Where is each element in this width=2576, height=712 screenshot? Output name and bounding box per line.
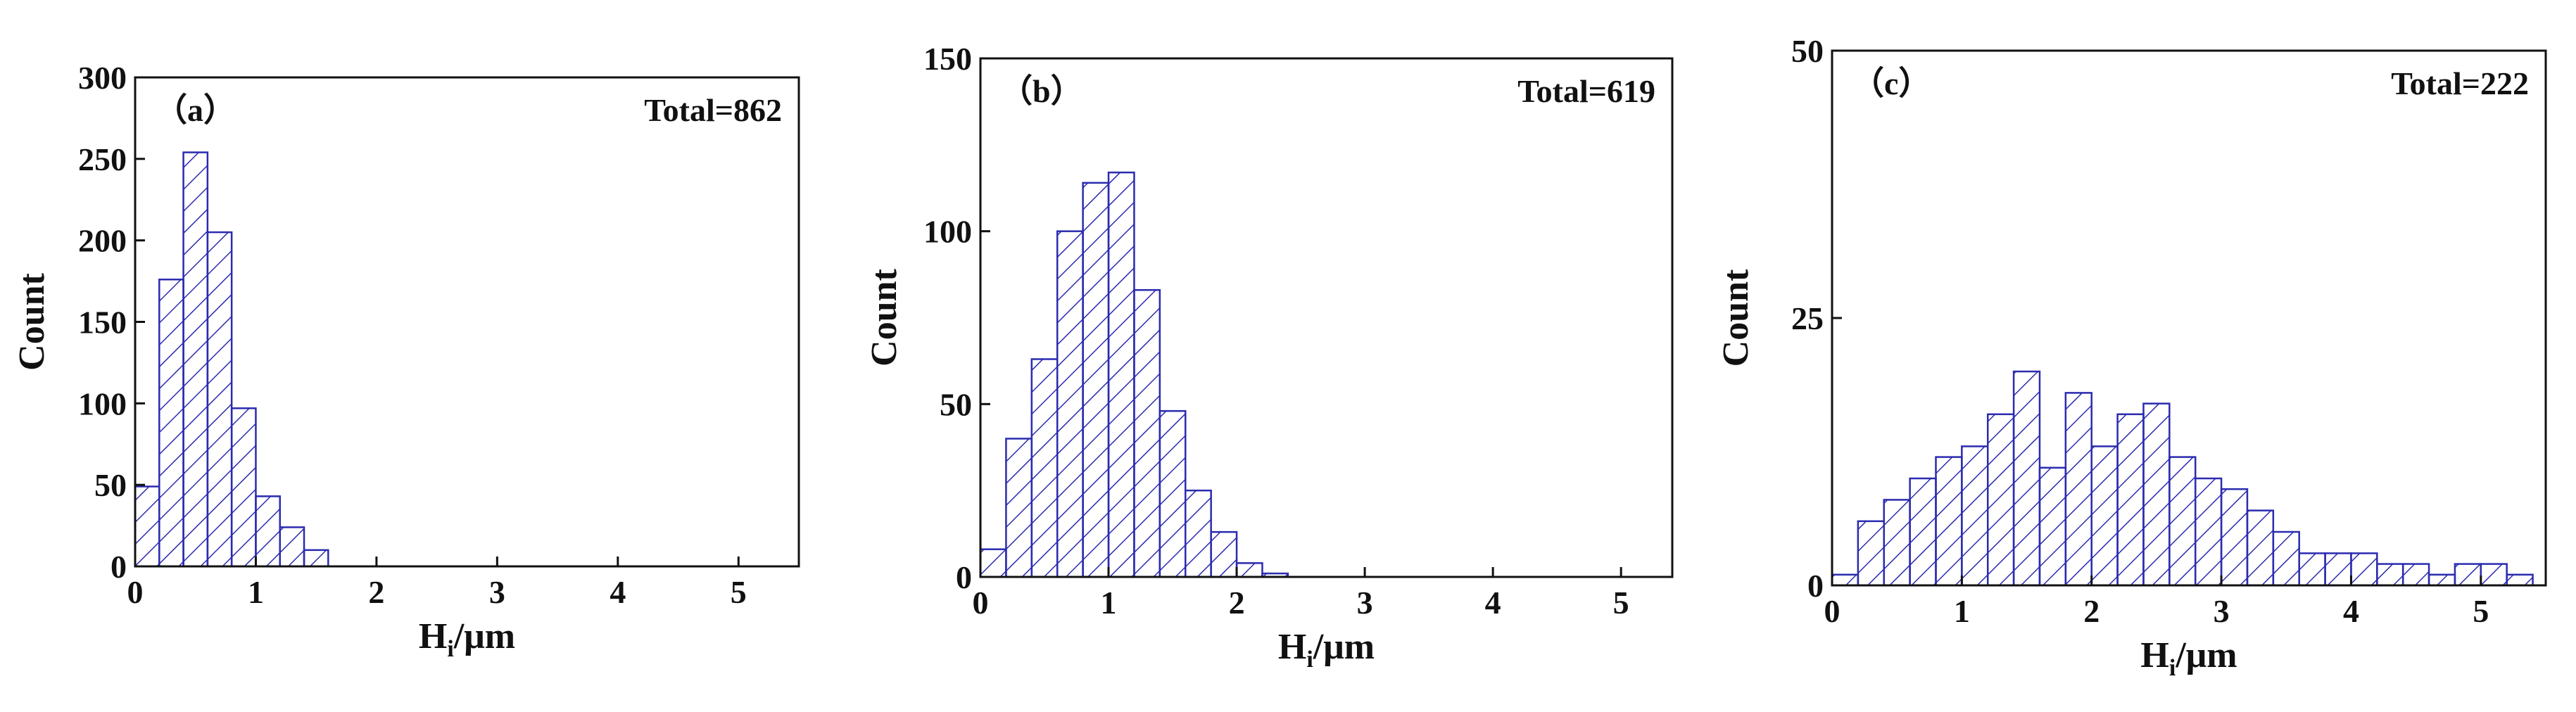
y-tick-label: 250 [78, 141, 127, 177]
histogram-bar [279, 526, 305, 568]
histogram-bar [1961, 445, 1989, 587]
histogram-bar [1831, 573, 1860, 587]
x-tick-label: 2 [1229, 585, 1245, 621]
histogram-bar [1056, 230, 1084, 578]
x-tick-label: 0 [973, 585, 989, 621]
y-axis-label: Count [864, 268, 904, 366]
histogram-bar [979, 548, 1007, 578]
histogram-bar [2142, 402, 2171, 587]
histogram-bar [1185, 489, 1212, 578]
panel-label: （a） [155, 92, 236, 128]
x-tick-label: 1 [1101, 585, 1117, 621]
y-tick-label: 50 [94, 467, 127, 503]
histogram-bar [2350, 552, 2378, 587]
y-tick-label: 0 [1807, 568, 1824, 604]
histogram-bar [2090, 445, 2119, 587]
y-tick-label: 0 [111, 549, 127, 585]
x-tick-label: 2 [2083, 593, 2100, 629]
histogram-bar [2116, 413, 2145, 587]
y-tick-label: 300 [78, 60, 127, 96]
total-annotation: Total=619 [1517, 73, 1655, 109]
y-tick-label: 50 [1791, 33, 1824, 69]
histogram-bar [1210, 530, 1238, 578]
x-tick-label: 2 [368, 574, 384, 610]
x-tick-label: 4 [2343, 593, 2359, 629]
histogram-bar [2506, 573, 2534, 587]
bars [979, 171, 1289, 578]
histogram-bar [2220, 488, 2249, 587]
y-tick-label: 100 [78, 386, 127, 421]
total-annotation: Total=862 [644, 92, 782, 128]
x-tick-label: 1 [248, 574, 264, 610]
total-annotation: Total=222 [2391, 65, 2529, 101]
histogram-bar [1107, 171, 1135, 578]
histogram-bar [206, 231, 233, 568]
y-tick-label: 150 [923, 41, 972, 77]
histogram-bar [1005, 438, 1033, 578]
y-tick-label: 200 [78, 223, 127, 259]
y-axis-label: Count [12, 272, 52, 370]
histogram-bar [255, 495, 281, 568]
histogram-bar [2401, 563, 2430, 587]
histogram-bar [1909, 477, 1937, 587]
bars [134, 151, 329, 568]
y-axis-label: Count [1716, 269, 1756, 367]
x-axis-label: Hi/μm [2140, 635, 2237, 681]
histogram-bar [2324, 552, 2352, 587]
x-tick-label: 4 [610, 574, 626, 610]
y-tick-label: 25 [1791, 300, 1824, 336]
x-tick-label: 1 [1954, 593, 1970, 629]
histogram-bar [2298, 552, 2326, 587]
histogram-bar [134, 485, 160, 568]
y-tick-label: 0 [956, 559, 972, 595]
histogram-bar [1986, 413, 2015, 587]
x-axis-label: Hi/μm [1278, 627, 1375, 673]
x-axis-label: Hi/μm [419, 616, 515, 662]
y-tick-label: 100 [923, 214, 972, 250]
histogram-bar [303, 549, 329, 568]
histogram-bar [2038, 466, 2067, 587]
histogram-bar [1158, 409, 1187, 578]
y-tick-label: 150 [78, 305, 127, 341]
histogram-bar [2012, 370, 2041, 587]
panel-label: （b） [1000, 73, 1083, 109]
histogram-bar [1235, 562, 1263, 578]
histogram-bar [2427, 573, 2456, 587]
x-tick-label: 4 [1485, 585, 1501, 621]
histogram-bar [1082, 182, 1110, 578]
histogram-bar [1935, 456, 1963, 587]
histogram-bar [2272, 530, 2300, 587]
histogram-bar [2194, 477, 2223, 587]
panel-label: （c） [1852, 65, 1931, 101]
histogram-bar [2168, 456, 2197, 587]
histogram-bar [230, 407, 257, 568]
plot-frame [979, 57, 1674, 578]
y-tick-label: 50 [940, 386, 972, 422]
histogram-bar [158, 279, 184, 568]
histogram-bar [1883, 499, 1911, 587]
bars [1831, 370, 2534, 587]
x-tick-label: 0 [127, 574, 144, 610]
x-tick-label: 5 [2473, 593, 2489, 629]
histogram-bar [2480, 563, 2508, 587]
x-tick-label: 5 [1613, 585, 1629, 621]
x-tick-label: 0 [1824, 593, 1841, 629]
histogram-bar [2246, 509, 2275, 587]
x-tick-label: 3 [2214, 593, 2230, 629]
histogram-bar [1857, 520, 1885, 587]
histogram-bar [2454, 563, 2482, 587]
histogram-bar [182, 151, 209, 568]
histogram-bar [1030, 358, 1059, 578]
x-tick-label: 3 [1357, 585, 1373, 621]
histogram-bar [1133, 288, 1161, 578]
x-tick-label: 3 [489, 574, 505, 610]
histogram-bar [2376, 563, 2404, 587]
histogram-bar [2064, 392, 2092, 587]
x-tick-label: 5 [731, 574, 747, 610]
